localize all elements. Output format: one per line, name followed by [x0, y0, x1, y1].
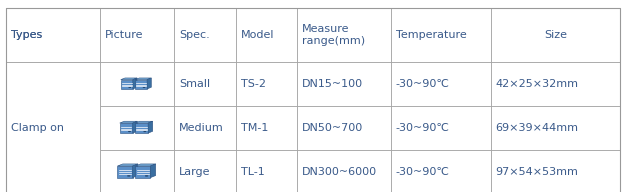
Bar: [6, 8, 100, 62]
Bar: [6, 62, 100, 192]
Circle shape: [128, 87, 131, 88]
Bar: [491, 62, 620, 106]
Text: -30~90℃: -30~90℃: [396, 79, 449, 89]
Circle shape: [128, 131, 131, 132]
Bar: [174, 150, 235, 192]
Text: DN50~700: DN50~700: [302, 123, 363, 133]
Bar: [100, 106, 174, 150]
Bar: [118, 166, 133, 178]
Bar: [297, 106, 391, 150]
Text: Picture: Picture: [105, 30, 143, 40]
Text: -30~90℃: -30~90℃: [396, 123, 449, 133]
Text: Size: Size: [544, 30, 567, 40]
Circle shape: [143, 87, 145, 88]
Text: Types: Types: [11, 30, 42, 40]
Text: Measure
range(mm): Measure range(mm): [302, 24, 365, 46]
Bar: [391, 106, 491, 150]
Polygon shape: [135, 78, 151, 80]
Polygon shape: [147, 78, 151, 89]
Polygon shape: [121, 78, 137, 80]
Bar: [235, 150, 297, 192]
Bar: [121, 80, 133, 89]
Circle shape: [127, 175, 130, 176]
Text: -30~90℃: -30~90℃: [396, 167, 449, 177]
Polygon shape: [120, 121, 137, 123]
Bar: [135, 123, 148, 133]
Text: Clamp on: Clamp on: [11, 123, 64, 133]
Bar: [491, 106, 620, 150]
Bar: [391, 62, 491, 106]
Bar: [100, 150, 174, 192]
Bar: [120, 123, 133, 133]
Text: 69×39×44mm: 69×39×44mm: [496, 123, 579, 133]
Text: Large: Large: [179, 167, 211, 177]
Bar: [297, 8, 391, 62]
Bar: [235, 8, 297, 62]
Circle shape: [143, 131, 146, 132]
Polygon shape: [135, 121, 153, 123]
Bar: [491, 8, 620, 62]
Bar: [174, 106, 235, 150]
Polygon shape: [133, 78, 137, 89]
Text: DN15~100: DN15~100: [302, 79, 363, 89]
Polygon shape: [118, 164, 138, 166]
Polygon shape: [135, 164, 156, 166]
Text: 97×54×53mm: 97×54×53mm: [496, 167, 579, 177]
Bar: [297, 62, 391, 106]
Bar: [391, 150, 491, 192]
Bar: [391, 8, 491, 62]
Bar: [297, 150, 391, 192]
Text: Model: Model: [240, 30, 274, 40]
Bar: [100, 8, 174, 62]
Bar: [491, 150, 620, 192]
Polygon shape: [133, 164, 138, 178]
Bar: [135, 166, 150, 178]
Bar: [235, 106, 297, 150]
Polygon shape: [150, 164, 156, 178]
Text: Spec.: Spec.: [179, 30, 210, 40]
Bar: [174, 62, 235, 106]
Text: TM-1: TM-1: [240, 123, 268, 133]
Text: TS-2: TS-2: [240, 79, 265, 89]
Text: Types: Types: [11, 30, 42, 40]
Text: DN300~6000: DN300~6000: [302, 167, 377, 177]
Polygon shape: [148, 121, 153, 133]
Polygon shape: [133, 121, 137, 133]
Text: Temperature: Temperature: [396, 30, 466, 40]
Text: Medium: Medium: [179, 123, 224, 133]
Bar: [135, 80, 147, 89]
Bar: [100, 62, 174, 106]
Text: TL-1: TL-1: [240, 167, 264, 177]
Bar: [235, 62, 297, 106]
Text: Small: Small: [179, 79, 211, 89]
Text: 42×25×32mm: 42×25×32mm: [496, 79, 579, 89]
Bar: [6, 8, 100, 62]
Bar: [174, 8, 235, 62]
Circle shape: [145, 175, 148, 176]
